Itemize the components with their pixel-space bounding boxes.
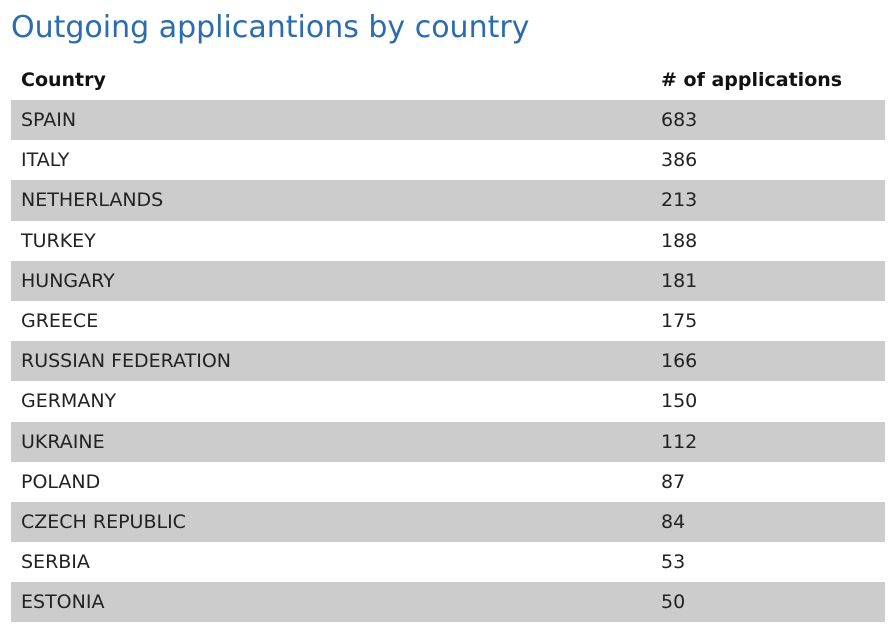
applications-count-cell: 386 bbox=[661, 149, 698, 172]
country-cell: NETHERLANDS bbox=[21, 189, 164, 212]
applications-count-cell: 213 bbox=[661, 189, 698, 212]
applications-count-cell: 50 bbox=[661, 591, 686, 614]
country-cell: UKRAINE bbox=[21, 430, 105, 453]
applications-count-cell: 683 bbox=[661, 109, 698, 132]
page-title: Outgoing applicantions by country bbox=[11, 10, 530, 45]
applications-count-cell: 84 bbox=[661, 510, 686, 533]
table-row: RUSSIAN FEDERATION 166 bbox=[11, 341, 885, 382]
table-header-row: Country # of applications bbox=[11, 60, 885, 100]
country-cell: ITALY bbox=[21, 149, 70, 172]
country-cell: GERMANY bbox=[21, 390, 117, 413]
applications-table: Country # of applications SPAIN 683 ITAL… bbox=[11, 60, 885, 623]
applications-count-cell: 87 bbox=[661, 470, 686, 493]
table-row: UKRAINE 112 bbox=[11, 421, 885, 462]
applications-count-cell: 188 bbox=[661, 229, 698, 252]
country-cell: POLAND bbox=[21, 470, 101, 493]
table-row: ITALY 386 bbox=[11, 140, 885, 180]
country-cell: SPAIN bbox=[21, 109, 77, 132]
table-row: ESTONIA 50 bbox=[11, 582, 885, 623]
applications-count-cell: 53 bbox=[661, 551, 686, 574]
table-row: POLAND 87 bbox=[11, 462, 885, 502]
country-cell: SERBIA bbox=[21, 551, 90, 574]
country-cell: TURKEY bbox=[21, 229, 96, 252]
table-row: GERMANY 150 bbox=[11, 381, 885, 421]
country-cell: CZECH REPUBLIC bbox=[21, 510, 186, 533]
table-row: SPAIN 683 bbox=[11, 100, 885, 141]
table-row: TURKEY 188 bbox=[11, 221, 885, 261]
country-cell: HUNGARY bbox=[21, 269, 115, 292]
table-row: HUNGARY 181 bbox=[11, 260, 885, 301]
column-header-country: Country bbox=[21, 69, 106, 91]
column-header-applications: # of applications bbox=[661, 69, 843, 91]
applications-count-cell: 166 bbox=[661, 350, 698, 373]
applications-count-cell: 150 bbox=[661, 390, 698, 413]
applications-count-cell: 175 bbox=[661, 310, 698, 333]
country-cell: ESTONIA bbox=[21, 591, 105, 614]
table-row: GREECE 175 bbox=[11, 301, 885, 341]
table-row: SERBIA 53 bbox=[11, 542, 885, 582]
applications-count-cell: 181 bbox=[661, 269, 698, 292]
table-row: CZECH REPUBLIC 84 bbox=[11, 501, 885, 543]
applications-count-cell: 112 bbox=[661, 430, 698, 453]
country-cell: RUSSIAN FEDERATION bbox=[21, 350, 231, 373]
table-row: NETHERLANDS 213 bbox=[11, 180, 885, 221]
country-cell: GREECE bbox=[21, 310, 99, 333]
